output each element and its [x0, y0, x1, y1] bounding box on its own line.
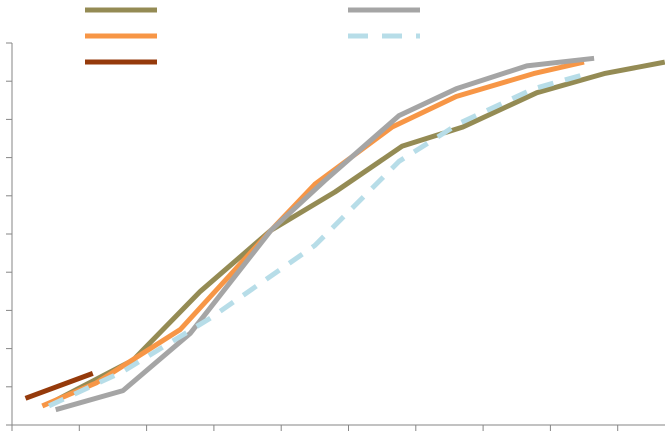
legend [85, 7, 420, 65]
series-line-2 [41, 59, 585, 409]
series-line-3 [24, 371, 94, 401]
series-line-4 [55, 55, 595, 413]
series-line-5 [47, 71, 589, 409]
axes [6, 42, 665, 431]
series-line-1 [51, 59, 665, 405]
plot-area [24, 55, 665, 413]
